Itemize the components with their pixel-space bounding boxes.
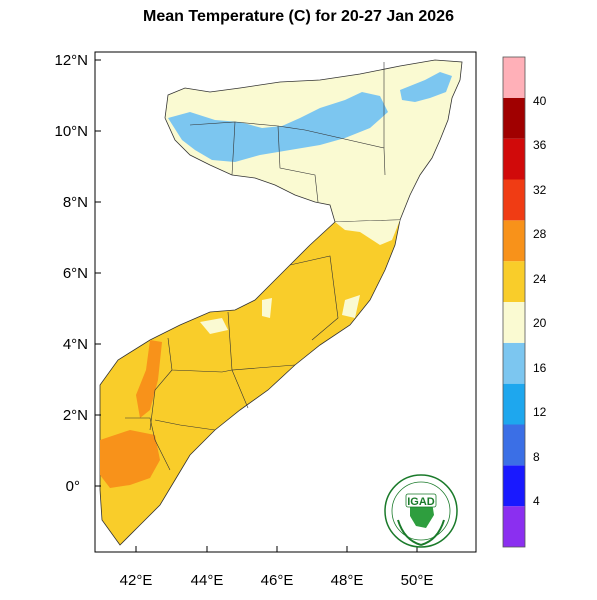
colorbar-swatch	[503, 342, 525, 384]
y-tick-label: 4°N	[63, 336, 88, 353]
colorbar-swatch	[503, 506, 525, 547]
x-tick-label: 44°E	[191, 572, 224, 589]
colorbar-swatch	[503, 179, 525, 221]
colorbar-swatch	[503, 261, 525, 302]
x-tick-label: 46°E	[261, 572, 294, 589]
colorbar-swatch	[503, 57, 525, 98]
colorbar-swatch	[503, 220, 525, 262]
colorbar-swatch	[503, 424, 525, 466]
y-tick-label: 12°N	[54, 52, 88, 69]
colorbar-label: 36	[533, 138, 547, 152]
y-axis: 12°N 10°N 8°N 6°N 4°N 2°N 0°	[54, 52, 101, 495]
colorbar-swatch	[503, 465, 525, 507]
colorbar-label: 20	[533, 316, 547, 330]
x-tick-label: 48°E	[331, 572, 364, 589]
y-tick-label: 2°N	[63, 407, 88, 424]
region-south	[99, 219, 401, 546]
colorbar-label: 8	[533, 450, 540, 464]
colorbar-label: 12	[533, 405, 547, 419]
region-mild-south-3	[262, 298, 272, 318]
x-tick-label: 50°E	[401, 572, 434, 589]
colorbar-label: 40	[533, 94, 547, 108]
colorbar-label: 4	[533, 494, 540, 508]
region-hot-strip	[136, 340, 162, 418]
colorbar-label: 32	[533, 183, 547, 197]
colorbar-label: 28	[533, 227, 547, 241]
logo-text: IGAD	[407, 496, 435, 508]
y-tick-label: 0°	[66, 478, 80, 495]
colorbar-swatch	[503, 138, 525, 180]
y-tick-label: 6°N	[63, 265, 88, 282]
colorbar: 4 8 12 16 20 24 28 32 36 40	[502, 56, 547, 548]
colorbar-label: 24	[533, 272, 547, 286]
igad-logo: IGAD	[384, 474, 458, 548]
somalia-map	[99, 59, 463, 546]
colorbar-swatch	[503, 97, 525, 139]
region-mild-south-4	[342, 295, 360, 318]
admin-boundaries	[125, 62, 386, 471]
x-axis: 42°E 44°E 46°E 48°E 50°E	[120, 546, 434, 589]
region-cool-north-east	[400, 72, 452, 102]
colorbar-swatch	[503, 302, 525, 343]
map-title: Mean Temperature (C) for 20-27 Jan 2026	[143, 8, 454, 25]
y-tick-label: 8°N	[63, 194, 88, 211]
region-mild-south	[335, 220, 400, 245]
region-hot-west	[100, 430, 160, 488]
y-tick-label: 10°N	[54, 123, 88, 140]
colorbar-label: 16	[533, 361, 547, 375]
region-mild-south-2	[200, 318, 228, 334]
x-tick-label: 42°E	[120, 572, 153, 589]
colorbar-swatch	[503, 383, 525, 425]
